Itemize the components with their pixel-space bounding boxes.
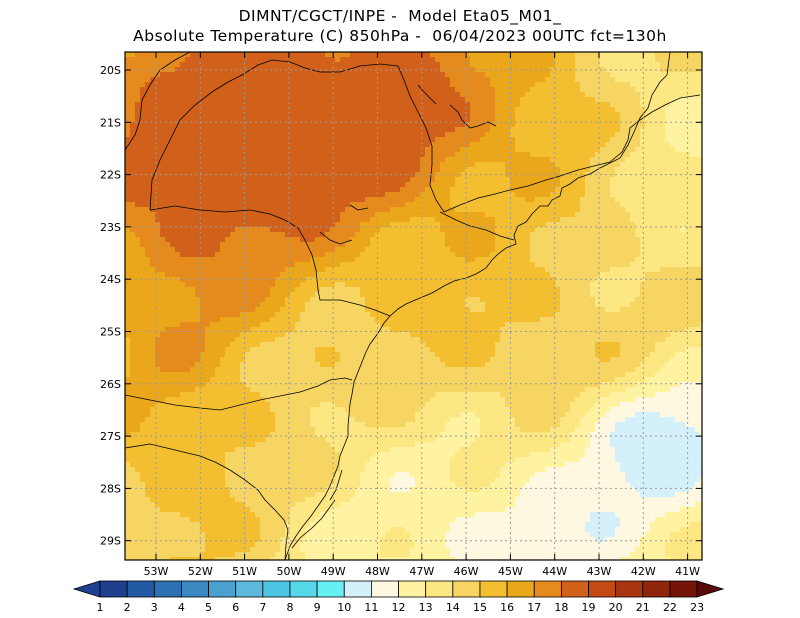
lat-label: 24S [100, 273, 121, 286]
lon-label: 47W [409, 565, 434, 578]
border [125, 443, 289, 560]
title-line-2: Absolute Temperature (C) 850hPa - 06/04/… [133, 27, 667, 45]
lon-label: 42W [631, 565, 656, 578]
lat-label: 28S [100, 482, 121, 495]
colorbar-label: 19 [582, 601, 596, 614]
colorbar-swatch [289, 580, 318, 598]
colorbar-label: 2 [124, 601, 131, 614]
border [609, 94, 701, 163]
colorbar-swatch [669, 580, 698, 598]
colorbar-label: 23 [690, 601, 704, 614]
colorbar-swatch [588, 580, 617, 598]
temperature-field [125, 52, 702, 560]
lon-label: 46W [454, 565, 479, 578]
coastline [284, 52, 671, 560]
colorbar-label: 6 [232, 601, 239, 614]
lon-label: 51W [232, 565, 257, 578]
colorbar-label: 8 [286, 601, 293, 614]
reservoir [449, 104, 497, 129]
lat-lon-grid [125, 52, 702, 560]
colorbar-arrow-low [72, 580, 101, 598]
lon-label: 53W [144, 565, 169, 578]
lagoon [291, 499, 336, 549]
lon-label: 41W [675, 565, 700, 578]
lon-label: 48W [365, 565, 390, 578]
lat-label: 26S [100, 378, 121, 391]
colorbar-swatch [425, 580, 454, 598]
colorbar-label: 4 [178, 601, 185, 614]
lon-label: 49W [321, 565, 346, 578]
colorbar-label: 15 [473, 601, 487, 614]
colorbar-swatch [398, 580, 427, 598]
lon-label: 43W [587, 565, 612, 578]
lat-label: 21S [100, 116, 121, 129]
colorbar: 1 2 3 4 5 6 7 8 9 10 11 12 13 14 15 16 17 18 19 20 21 22 23 [72, 580, 725, 614]
lon-label: 52W [188, 565, 213, 578]
colorbar-label: 21 [636, 601, 650, 614]
colorbar-label: 18 [554, 601, 568, 614]
colorbar-swatch [615, 580, 644, 598]
colorbar-swatch [506, 580, 535, 598]
colorbar-swatch [370, 580, 399, 598]
colorbar-label: 14 [446, 601, 460, 614]
colorbar-swatch [642, 580, 671, 598]
lat-label: 23S [100, 221, 121, 234]
colorbar-label: 5 [205, 601, 212, 614]
lagoon [329, 469, 343, 501]
border [125, 52, 191, 151]
latitude-labels: 20S 21S 22S 23S 24S 25S 26S 27S 28S 29S [100, 64, 121, 548]
colorbar-swatch [126, 580, 155, 598]
colorbar-label: 12 [392, 601, 406, 614]
colorbar-swatch [316, 580, 345, 598]
colorbar-swatch [533, 580, 562, 598]
colorbar-swatch [560, 580, 589, 598]
lat-label: 27S [100, 430, 121, 443]
colorbar-label: 16 [500, 601, 514, 614]
lon-label: 45W [498, 565, 523, 578]
colorbar-label: 1 [97, 601, 104, 614]
lon-label: 44W [542, 565, 567, 578]
colorbar-swatch [208, 580, 237, 598]
colorbar-label: 9 [314, 601, 321, 614]
lat-label: 20S [100, 64, 121, 77]
colorbar-label: 22 [663, 601, 677, 614]
colorbar-swatch [153, 580, 182, 598]
colorbar-swatch [235, 580, 264, 598]
title-line-1: DIMNT/CGCT/INPE - Model Eta05_M01_ [238, 7, 562, 25]
longitude-labels: 53W 52W 51W 50W 49W 48W 47W 46W 45W 44W 43W 42W 41W [144, 565, 701, 578]
colorbar-label: 13 [419, 601, 433, 614]
colorbar-swatch [343, 580, 372, 598]
reservoir [349, 204, 369, 211]
colorbar-swatch [452, 580, 481, 598]
colorbar-label: 10 [337, 601, 351, 614]
colorbar-label: 17 [527, 601, 541, 614]
border [149, 205, 391, 317]
border [149, 59, 445, 213]
colorbar-label: 11 [364, 601, 378, 614]
border [125, 377, 353, 411]
border [439, 211, 515, 241]
border [443, 161, 611, 213]
reservoir [417, 84, 437, 105]
colorbar-label: 7 [259, 601, 266, 614]
lat-label: 22S [100, 169, 121, 182]
colorbar-swatch [479, 580, 508, 598]
colorbar-label: 3 [151, 601, 158, 614]
colorbar-arrow-high [696, 580, 725, 598]
axis-ticks [125, 52, 702, 560]
colorbar-swatch [99, 580, 128, 598]
reservoir [319, 231, 353, 245]
map-frame [124, 51, 703, 561]
lat-label: 25S [100, 326, 121, 339]
lon-label: 50W [276, 565, 301, 578]
coastline-and-borders [125, 52, 701, 560]
colorbar-label: 20 [609, 601, 623, 614]
colorbar-swatch [262, 580, 291, 598]
colorbar-swatch [181, 580, 209, 598]
lat-label: 29S [100, 535, 121, 548]
